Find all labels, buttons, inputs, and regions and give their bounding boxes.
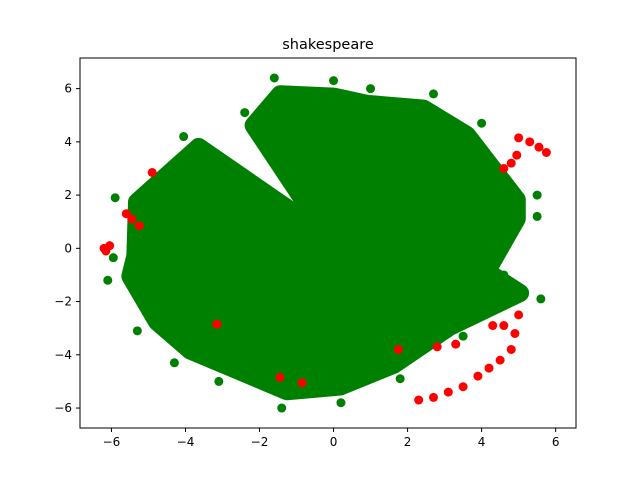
red-point — [432, 342, 442, 352]
green-point — [169, 358, 179, 368]
x-tick-label: 6 — [552, 435, 560, 449]
red-point — [275, 372, 285, 382]
red-point — [414, 395, 424, 405]
green-point — [108, 253, 118, 263]
y-tick-label: 0 — [64, 241, 72, 255]
x-tick-label: 4 — [478, 435, 486, 449]
red-point — [484, 363, 494, 373]
red-point — [499, 321, 509, 331]
red-point — [525, 137, 535, 147]
red-point — [499, 163, 509, 173]
green-point — [532, 190, 542, 200]
green-point — [499, 270, 509, 280]
green-point — [240, 108, 250, 118]
red-point — [297, 378, 307, 388]
red-point — [105, 241, 115, 251]
red-point — [127, 214, 137, 224]
red-point — [510, 329, 520, 339]
red-point — [212, 319, 222, 329]
x-tick-label: −6 — [103, 435, 121, 449]
green-point — [336, 398, 346, 408]
y-tick-label: −4 — [54, 348, 72, 362]
x-tick-label: −2 — [251, 435, 269, 449]
red-point — [514, 133, 524, 143]
y-tick-label: −2 — [54, 295, 72, 309]
red-point — [506, 344, 516, 354]
red-point — [495, 355, 505, 365]
green-point — [277, 403, 287, 413]
red-point — [534, 142, 544, 152]
red-point — [451, 339, 461, 349]
red-point — [512, 150, 522, 160]
green-point — [428, 89, 438, 99]
green-point — [536, 294, 546, 304]
green-point — [214, 376, 224, 386]
red-point — [514, 310, 524, 320]
axes-frame — [79, 57, 577, 429]
green-point — [395, 374, 405, 384]
green-point — [110, 193, 120, 203]
red-point — [541, 147, 551, 157]
green-point — [477, 118, 487, 128]
green-point — [269, 73, 279, 83]
red-point — [506, 158, 516, 168]
green-point — [366, 84, 376, 94]
y-tick-label: −6 — [54, 401, 72, 415]
red-point — [473, 371, 483, 381]
ticks-layer: −6 −4 −2 0 2 4 6 −6 −4 −2 0 2 4 6 — [54, 82, 559, 449]
green-cluster-body — [121, 85, 530, 401]
green-point — [179, 132, 189, 142]
x-tick-label: 0 — [330, 435, 338, 449]
green-point — [458, 331, 468, 341]
green-point — [321, 230, 331, 240]
green-point — [532, 211, 542, 221]
red-point — [147, 167, 157, 177]
red-point — [121, 209, 131, 219]
x-tick-label: −4 — [177, 435, 195, 449]
y-tick-label: 4 — [64, 135, 72, 149]
red-point — [134, 221, 144, 231]
points-layer — [99, 73, 551, 413]
red-point — [488, 321, 498, 331]
x-tick-label: 2 — [404, 435, 412, 449]
red-point — [443, 387, 453, 397]
y-tick-label: 6 — [64, 82, 72, 96]
red-point — [393, 344, 403, 354]
red-point — [428, 392, 438, 402]
chart-title: shakespeare — [282, 37, 374, 53]
green-point — [132, 326, 142, 336]
green-point — [329, 76, 339, 86]
green-point — [103, 275, 113, 285]
red-point — [458, 382, 468, 392]
y-tick-label: 2 — [64, 188, 72, 202]
